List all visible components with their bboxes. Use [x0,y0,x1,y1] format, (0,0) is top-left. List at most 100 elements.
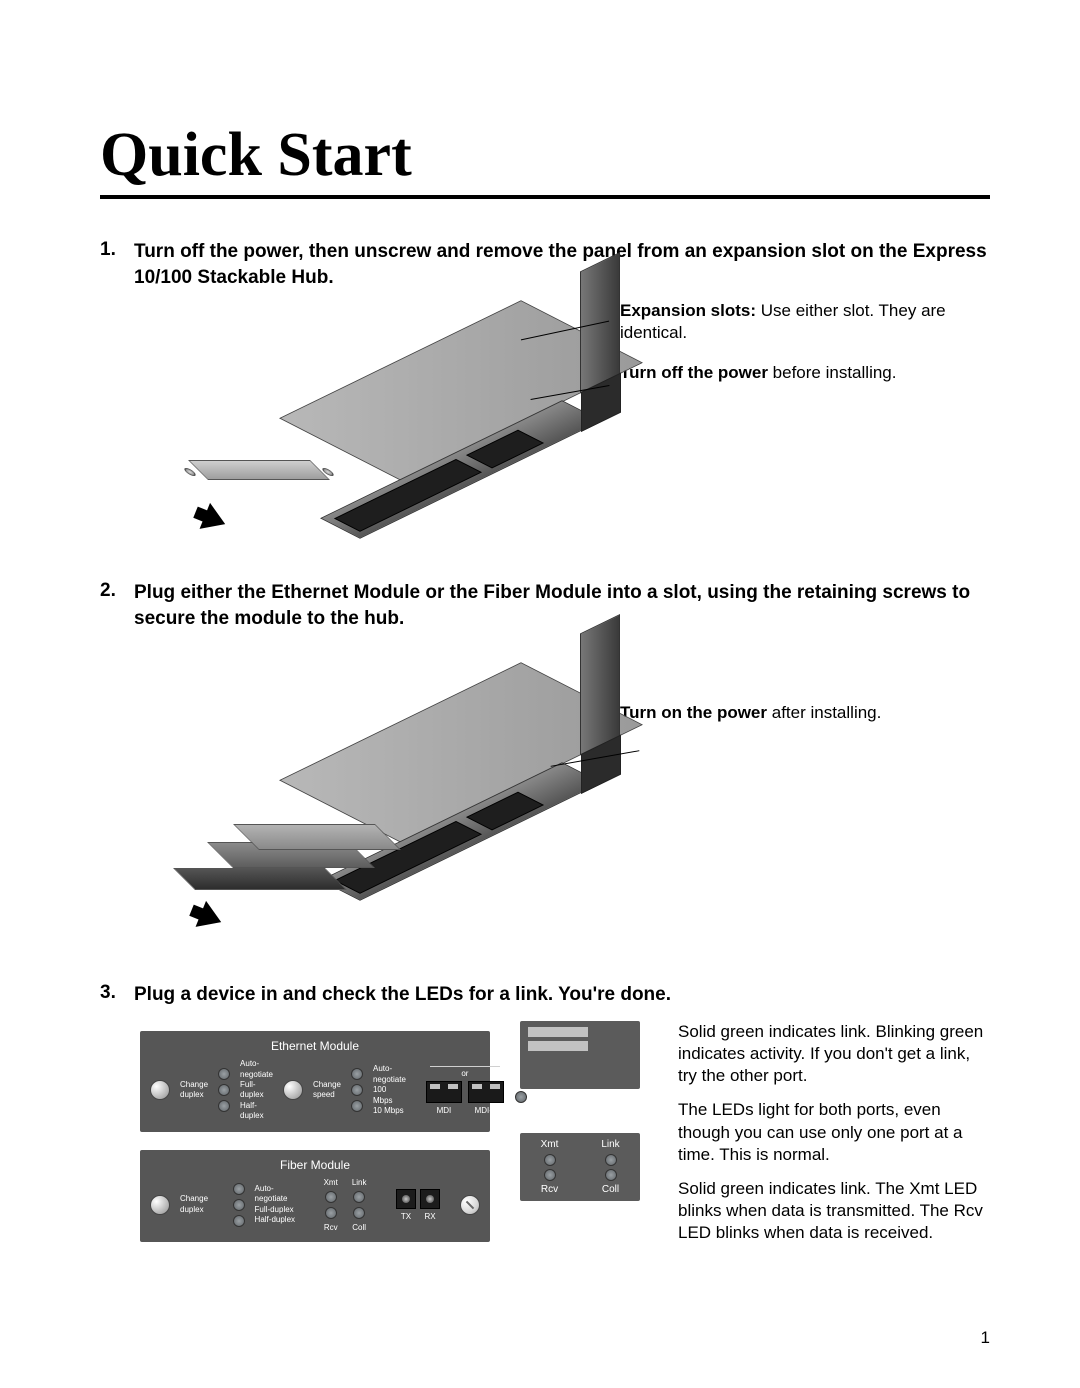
led-label: Full-duplex [240,1080,273,1101]
hub-illustration-1 [190,300,600,540]
fiber-module-panel: Fiber Module Change duplex Auto-negotiat… [140,1150,490,1242]
rj45-port[interactable] [468,1081,504,1103]
change-speed-button[interactable] [283,1080,303,1100]
page-number: 1 [981,1328,990,1348]
removed-panel [188,460,330,480]
coll-label: Coll [352,1223,366,1232]
xmt-label: Xmt [541,1139,559,1150]
xmt-label: Xmt [324,1178,338,1187]
step-2-number: 2. [100,580,134,631]
led-icon [233,1215,245,1227]
led-icon [544,1169,556,1181]
desc-paragraph-3: Solid green indicates link. The Xmt LED … [678,1178,990,1244]
callout-poweroff-label: Turn off the power [620,363,768,382]
mini-fiber-leds: Xmt Link Rcv Coll [520,1133,640,1201]
led-label: Auto-negotiate [255,1184,296,1205]
led-icon [605,1154,617,1166]
module-panels-row: Ethernet Module Change duplex Auto-negot… [100,1021,990,1256]
duplex-led-labels: Auto-negotiate Full-duplex Half-duplex [240,1059,273,1121]
ethernet-module-title: Ethernet Module [150,1039,480,1053]
rcv-label: Rcv [541,1184,558,1195]
hub-body [340,272,580,509]
duplex-leds [218,1068,230,1112]
led-label: Half-duplex [240,1101,273,1122]
change-duplex-label: Change duplex [180,1080,208,1101]
ethernet-module-panel: Ethernet Module Change duplex Auto-negot… [140,1031,490,1131]
step-2-callouts: Turn on the power after installing. [620,702,990,742]
callout-expansion-label: Expansion slots: [620,301,756,320]
step-3-number: 3. [100,982,134,1008]
duplex-leds [233,1183,245,1227]
fiber-tx-port[interactable] [396,1189,416,1209]
led-description: Solid green indicates link. Blinking gre… [678,1021,990,1256]
page-title: Quick Start [100,120,990,191]
mdix-label: MDI-X [475,1106,498,1115]
change-duplex-button[interactable] [150,1080,170,1100]
module-insert [233,824,401,850]
figure-2: Turn on the power after installing. [100,642,990,942]
desc-paragraph-2: The LEDs light for both ports, even thou… [678,1099,990,1165]
callout-poweron: Turn on the power after installing. [620,702,990,724]
callout-poweroff-text: before installing. [768,363,897,382]
led-icon [325,1191,337,1203]
led-icon [218,1100,230,1112]
led-icon [351,1068,363,1080]
led-icon [353,1207,365,1219]
led-label: 100 Mbps [373,1085,406,1106]
mini-panels: Xmt Link Rcv Coll [520,1021,660,1201]
mdi-label: MDI [437,1106,452,1115]
mini-ethernet-leds [520,1021,640,1089]
led-label: Half-duplex [255,1215,296,1225]
rcv-label: Rcv [324,1223,338,1232]
step-2: 2. Plug either the Ethernet Module or th… [100,580,990,631]
desc-paragraph-1: Solid green indicates link. Blinking gre… [678,1021,990,1087]
arrow-icon [196,900,227,934]
step-1: 1. Turn off the power, then unscrew and … [100,239,990,290]
or-label: or [430,1066,500,1078]
callout-poweroff: Turn off the power before installing. [620,362,990,384]
change-duplex-label: Change duplex [180,1194,223,1215]
speed-led-labels: Auto-negotiate 100 Mbps 10 Mbps [373,1064,406,1116]
figure-1: Expansion slots: Use either slot. They a… [100,300,990,540]
callout-poweron-text: after installing. [767,703,881,722]
step-1-number: 1. [100,239,134,290]
callout-poweron-label: Turn on the power [620,703,767,722]
document-page: Quick Start 1. Turn off the power, then … [0,0,1080,1388]
tx-label: TX [401,1212,411,1221]
module-front [173,868,347,890]
module-panels: Ethernet Module Change duplex Auto-negot… [140,1031,490,1241]
hub-illustration-2 [190,642,600,942]
step-1-callouts: Expansion slots: Use either slot. They a… [620,300,990,402]
led-label: 10 Mbps [373,1106,406,1116]
led-label: Full-duplex [255,1205,296,1215]
screw-icon [182,468,198,476]
title-rule [100,195,990,199]
rj45-port[interactable] [426,1081,462,1103]
fiber-rx-port[interactable] [420,1189,440,1209]
rx-label: RX [424,1212,435,1221]
release-button[interactable] [460,1195,480,1215]
duplex-labels: Change duplex [180,1080,208,1101]
speed-leds [351,1068,363,1112]
led-icon [351,1100,363,1112]
led-icon [544,1154,556,1166]
led-icon [353,1191,365,1203]
led-icon [218,1084,230,1096]
arrow-icon [200,503,231,537]
led-icon [325,1207,337,1219]
led-label: Auto-negotiate [373,1064,406,1085]
rj45-mdi: or MDI MDI-X [426,1066,504,1115]
link-label: Link [352,1178,367,1187]
led-icon [233,1183,245,1195]
duplex-led-labels: Auto-negotiate Full-duplex Half-duplex [255,1184,296,1226]
step-3: 3. Plug a device in and check the LEDs f… [100,982,990,1008]
led-icon [233,1199,245,1211]
callout-expansion: Expansion slots: Use either slot. They a… [620,300,990,344]
link-label: Link [601,1139,619,1150]
speed-labels: Change speed [313,1080,341,1101]
change-duplex-button[interactable] [150,1195,170,1215]
led-icon [515,1091,527,1103]
led-icon [218,1068,230,1080]
led-icon [605,1169,617,1181]
step-3-text: Plug a device in and check the LEDs for … [134,982,671,1008]
